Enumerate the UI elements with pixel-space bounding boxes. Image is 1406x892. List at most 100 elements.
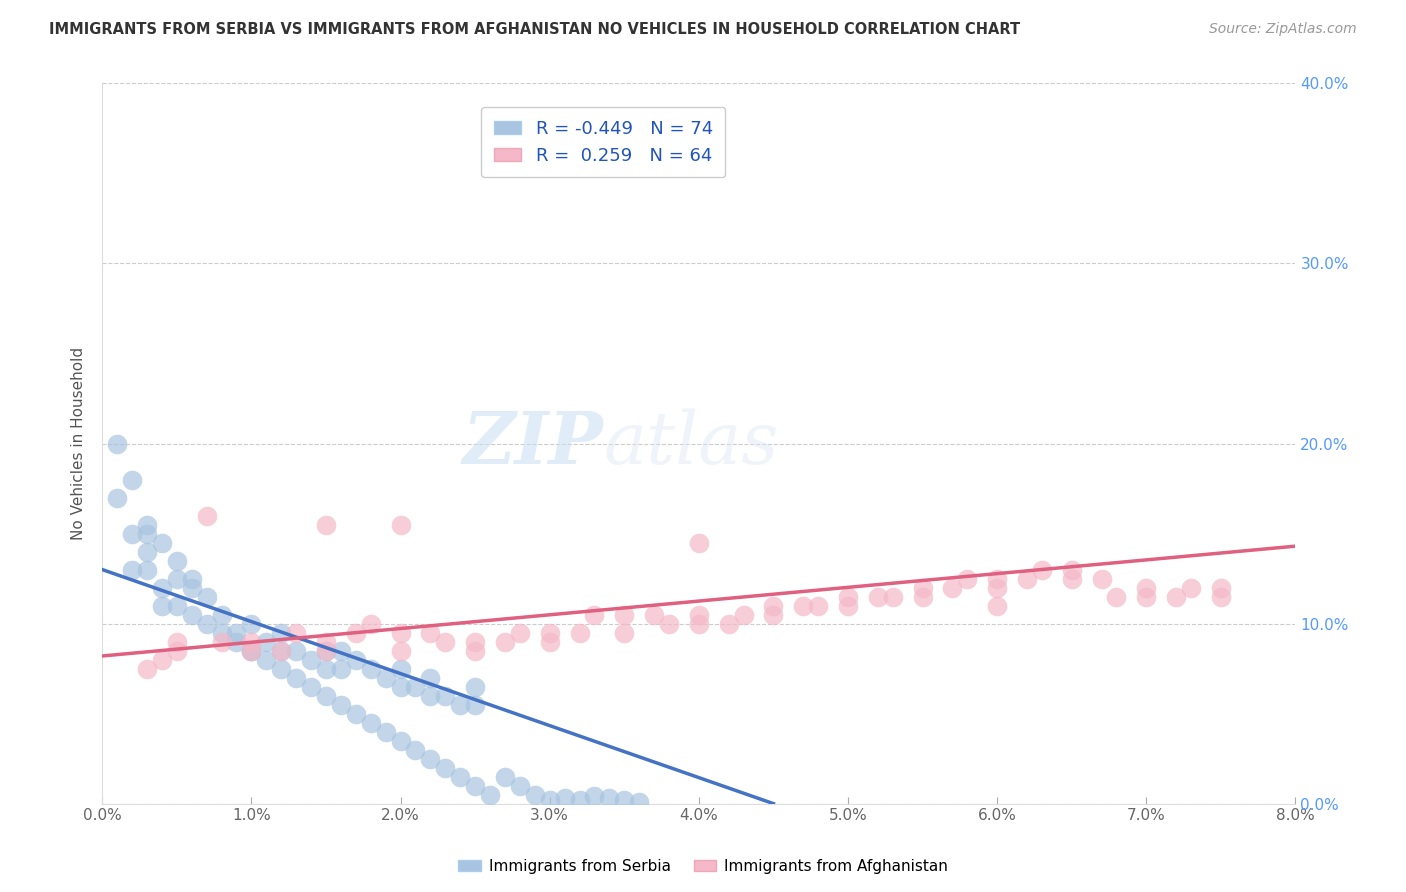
Point <box>105 436 128 450</box>
Point <box>225 625 247 640</box>
Point <box>911 581 934 595</box>
Point <box>299 652 322 666</box>
Point <box>121 563 143 577</box>
Point <box>240 643 263 657</box>
Point <box>389 517 412 532</box>
Point <box>986 572 1008 586</box>
Point <box>166 599 188 613</box>
Point <box>494 634 516 648</box>
Point <box>166 634 188 648</box>
Point <box>1060 563 1083 577</box>
Point <box>568 625 591 640</box>
Point <box>434 689 457 703</box>
Point <box>464 779 486 793</box>
Point <box>598 791 620 805</box>
Point <box>986 599 1008 613</box>
Point <box>166 553 188 567</box>
Point <box>479 788 502 802</box>
Point <box>121 473 143 487</box>
Point <box>538 625 561 640</box>
Point <box>1209 581 1232 595</box>
Point <box>285 671 308 685</box>
Point <box>315 662 337 676</box>
Point <box>180 572 202 586</box>
Point <box>389 643 412 657</box>
Point <box>136 517 159 532</box>
Point <box>1090 572 1112 586</box>
Point <box>285 625 308 640</box>
Point <box>166 572 188 586</box>
Point <box>299 680 322 694</box>
Point <box>956 572 979 586</box>
Point <box>389 733 412 747</box>
Point <box>419 625 441 640</box>
Point <box>374 724 396 739</box>
Point <box>554 791 576 805</box>
Point <box>494 770 516 784</box>
Point <box>150 535 173 549</box>
Point <box>941 581 963 595</box>
Text: ZIP: ZIP <box>463 408 603 479</box>
Point <box>1015 572 1038 586</box>
Point <box>419 751 441 765</box>
Point <box>568 793 591 807</box>
Point <box>449 698 471 712</box>
Point <box>613 793 636 807</box>
Point <box>240 634 263 648</box>
Point <box>688 535 710 549</box>
Point <box>389 662 412 676</box>
Point <box>762 599 785 613</box>
Y-axis label: No Vehicles in Household: No Vehicles in Household <box>72 347 86 540</box>
Point <box>136 662 159 676</box>
Text: IMMIGRANTS FROM SERBIA VS IMMIGRANTS FROM AFGHANISTAN NO VEHICLES IN HOUSEHOLD C: IMMIGRANTS FROM SERBIA VS IMMIGRANTS FRO… <box>49 22 1021 37</box>
Point <box>1135 581 1157 595</box>
Point <box>344 706 367 721</box>
Point <box>254 652 277 666</box>
Point <box>195 508 218 523</box>
Point <box>136 544 159 558</box>
Point <box>464 680 486 694</box>
Text: Source: ZipAtlas.com: Source: ZipAtlas.com <box>1209 22 1357 37</box>
Legend: R = -0.449   N = 74, R =  0.259   N = 64: R = -0.449 N = 74, R = 0.259 N = 64 <box>481 107 725 178</box>
Point <box>613 607 636 622</box>
Point <box>464 698 486 712</box>
Point <box>254 634 277 648</box>
Point <box>509 779 531 793</box>
Point <box>315 689 337 703</box>
Point <box>105 491 128 505</box>
Point <box>240 643 263 657</box>
Point <box>464 634 486 648</box>
Point <box>315 634 337 648</box>
Point <box>360 715 382 730</box>
Point <box>1209 590 1232 604</box>
Point <box>150 599 173 613</box>
Point <box>270 643 292 657</box>
Point <box>329 643 352 657</box>
Point <box>882 590 904 604</box>
Point <box>211 634 233 648</box>
Legend: Immigrants from Serbia, Immigrants from Afghanistan: Immigrants from Serbia, Immigrants from … <box>451 853 955 880</box>
Point <box>121 526 143 541</box>
Point <box>389 680 412 694</box>
Point <box>1135 590 1157 604</box>
Point <box>434 634 457 648</box>
Point <box>419 671 441 685</box>
Point <box>1166 590 1188 604</box>
Point <box>270 625 292 640</box>
Point <box>136 526 159 541</box>
Point <box>538 634 561 648</box>
Point <box>1031 563 1053 577</box>
Point <box>1060 572 1083 586</box>
Point <box>523 788 546 802</box>
Point <box>150 652 173 666</box>
Point <box>583 607 606 622</box>
Point <box>837 599 859 613</box>
Point <box>643 607 665 622</box>
Point <box>419 689 441 703</box>
Point <box>404 680 426 694</box>
Point <box>329 698 352 712</box>
Point <box>1180 581 1202 595</box>
Point <box>688 616 710 631</box>
Point <box>658 616 681 631</box>
Point <box>136 563 159 577</box>
